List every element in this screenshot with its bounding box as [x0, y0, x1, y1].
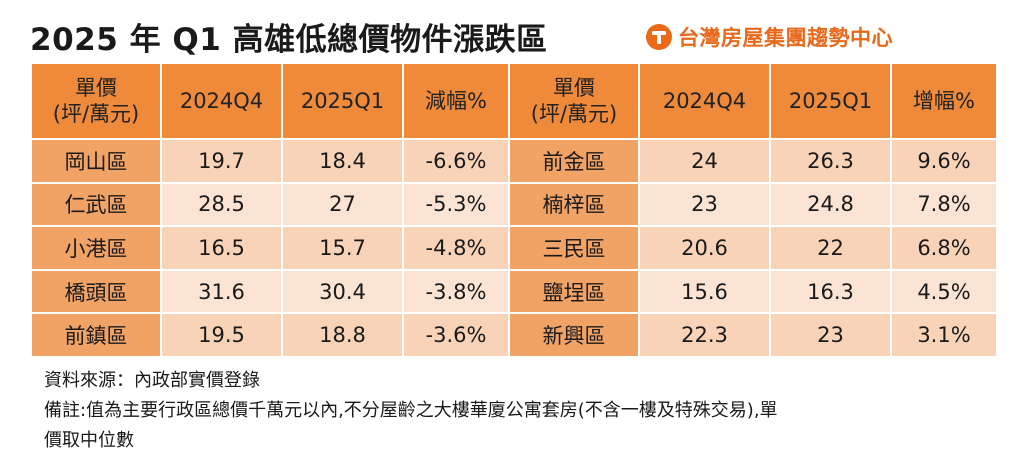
decrease-cell: -5.3%: [402, 181, 510, 228]
prev-value-cell: 20.6: [638, 225, 771, 271]
header-unit-line1: 單價: [75, 75, 117, 100]
prev-value-cell: 22.3: [638, 312, 771, 358]
header-unit-left: 單價 (坪/萬元): [30, 62, 162, 140]
table-row: 橋頭區 31.6 30.4 -3.8% 鹽埕區 15.6 16.3 4.5%: [30, 268, 998, 315]
header-unit-right: 單價 (坪/萬元): [508, 62, 640, 140]
decrease-cell: -4.8%: [402, 225, 510, 271]
region-cell: 鹽埕區: [508, 268, 640, 315]
curr-value-cell: 15.7: [281, 225, 404, 271]
decrease-cell: -6.6%: [402, 138, 510, 184]
increase-cell: 6.8%: [890, 225, 998, 271]
curr-value-cell: 26.3: [769, 138, 892, 184]
header-unit-line1: 單價: [553, 75, 595, 100]
region-cell: 小港區: [30, 225, 162, 271]
increase-cell: 9.6%: [890, 138, 998, 184]
source-note: 資料來源：內政部實價登錄: [44, 370, 260, 391]
decrease-cell: -3.8%: [402, 268, 510, 315]
increase-cell: 4.5%: [890, 268, 998, 315]
prev-value-cell: 16.5: [160, 225, 283, 271]
prev-value-cell: 28.5: [160, 181, 283, 228]
increase-cell: 3.1%: [890, 312, 998, 358]
region-cell: 三民區: [508, 225, 640, 271]
prev-value-cell: 15.6: [638, 268, 771, 315]
header-change-left: 減幅%: [402, 62, 510, 140]
table-row: 仁武區 28.5 27 -5.3% 楠梓區 23 24.8 7.8%: [30, 181, 998, 228]
decrease-cell: -3.6%: [402, 312, 510, 358]
region-cell: 前金區: [508, 138, 640, 184]
brand-name: 台灣房屋集團趨勢中心: [678, 26, 893, 50]
brand: 台灣房屋集團趨勢中心: [646, 22, 893, 52]
prev-value-cell: 31.6: [160, 268, 283, 315]
region-cell: 橋頭區: [30, 268, 162, 315]
header-curr-left: 2025Q1: [281, 62, 404, 140]
chart-title: 2025 年 Q1 高雄低總價物件漲跌區: [30, 22, 548, 58]
header-change-right: 增幅%: [890, 62, 998, 140]
curr-value-cell: 27: [281, 181, 404, 228]
header-prev-right: 2024Q4: [638, 62, 771, 140]
curr-value-cell: 23: [769, 312, 892, 358]
prev-value-cell: 19.5: [160, 312, 283, 358]
remark-note: 備註:值為主要行政區總價千萬元以內,不分屋齡之大樓華廈公寓套房(不含一樓及特殊交…: [44, 400, 778, 421]
curr-value-cell: 22: [769, 225, 892, 271]
header-curr-right: 2025Q1: [769, 62, 892, 140]
curr-value-cell: 24.8: [769, 181, 892, 228]
prev-value-cell: 19.7: [160, 138, 283, 184]
region-cell: 新興區: [508, 312, 640, 358]
table-row: 小港區 16.5 15.7 -4.8% 三民區 20.6 22 6.8%: [30, 225, 998, 271]
table-row: 前鎮區 19.5 18.8 -3.6% 新興區 22.3 23 3.1%: [30, 312, 998, 358]
region-cell: 岡山區: [30, 138, 162, 184]
curr-value-cell: 16.3: [769, 268, 892, 315]
header-unit-line2: (坪/萬元): [52, 102, 140, 126]
increase-cell: 7.8%: [890, 181, 998, 228]
header-prev-left: 2024Q4: [160, 62, 283, 140]
t-letter-circle-icon: [646, 24, 672, 50]
curr-value-cell: 18.4: [281, 138, 404, 184]
region-cell: 仁武區: [30, 181, 162, 228]
region-cell: 前鎮區: [30, 312, 162, 358]
region-cell: 楠梓區: [508, 181, 640, 228]
curr-value-cell: 30.4: [281, 268, 404, 315]
header-unit-line2: (坪/萬元): [530, 102, 618, 126]
price-change-table: 單價 (坪/萬元) 2024Q4 2025Q1 減幅% 單價 (坪/萬元) 20…: [30, 62, 998, 358]
curr-value-cell: 18.8: [281, 312, 404, 358]
header-row: 單價 (坪/萬元) 2024Q4 2025Q1 減幅% 單價 (坪/萬元) 20…: [30, 62, 998, 140]
footnotes: 資料來源：內政部實價登錄 備註:值為主要行政區總價千萬元以內,不分屋齡之大樓華廈…: [44, 366, 1014, 456]
prev-value-cell: 23: [638, 181, 771, 228]
table-row: 岡山區 19.7 18.4 -6.6% 前金區 24 26.3 9.6%: [30, 138, 998, 184]
remark-note-continued: 價取中位數: [44, 430, 134, 451]
prev-value-cell: 24: [638, 138, 771, 184]
